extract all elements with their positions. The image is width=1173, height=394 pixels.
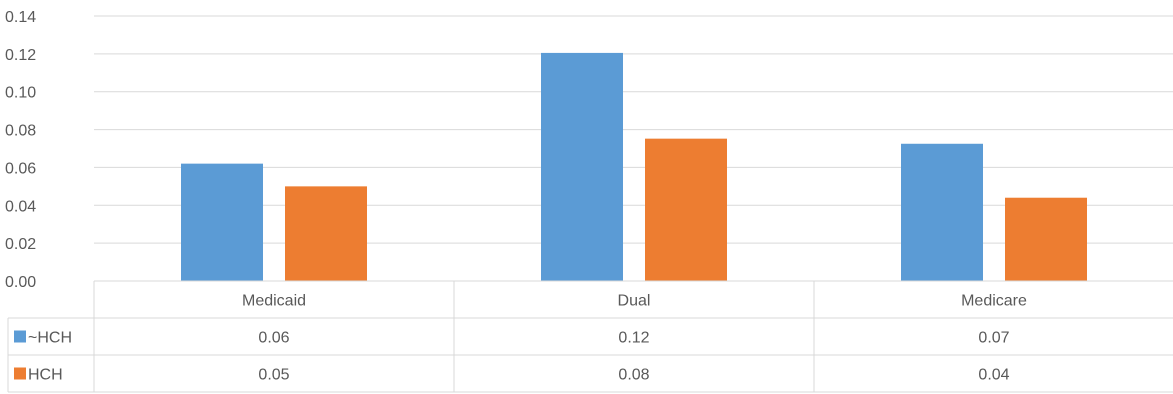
table-value: 0.04 [978, 367, 1009, 384]
y-tick-label: 0.12 [5, 47, 36, 64]
table-value: 0.05 [258, 367, 289, 384]
gridlines [94, 15, 1173, 282]
y-tick-label: 0.02 [5, 236, 36, 253]
bars [181, 52, 1087, 282]
y-tick-label: 0.14 [5, 9, 36, 26]
bar-hch-medicare [1005, 197, 1087, 281]
y-tick-label: 0.10 [5, 85, 36, 102]
table-value: 0.06 [258, 330, 289, 347]
data-table: Medicaid Dual Medicare ~HCH 0.06 0.12 0.07 HCH 0… [7, 280, 1173, 393]
bar-hch-dual [541, 52, 623, 282]
legend-swatch [14, 330, 26, 343]
category-label: Medicare [961, 293, 1027, 310]
category-label: Dual [618, 293, 651, 310]
bar-hch-medicaid [181, 163, 263, 281]
series-name: ~HCH [28, 330, 72, 347]
bar-hch-medicaid [285, 186, 367, 281]
y-tick-label: 0.00 [5, 274, 36, 291]
y-tick-label: 0.04 [5, 198, 36, 215]
table-value: 0.12 [618, 330, 649, 347]
y-axis: 0.00 0.02 0.04 0.06 0.08 0.10 0.12 0.14 [5, 9, 36, 291]
bar-hch-dual [645, 138, 727, 281]
series-name: HCH [28, 367, 63, 384]
table-value: 0.07 [978, 330, 1009, 347]
y-tick-label: 0.06 [5, 160, 36, 177]
category-label: Medicaid [242, 293, 306, 310]
y-tick-label: 0.08 [5, 123, 36, 140]
legend-swatch [14, 367, 26, 380]
table-value: 0.08 [618, 367, 649, 384]
bar-hch-medicare [901, 143, 983, 281]
